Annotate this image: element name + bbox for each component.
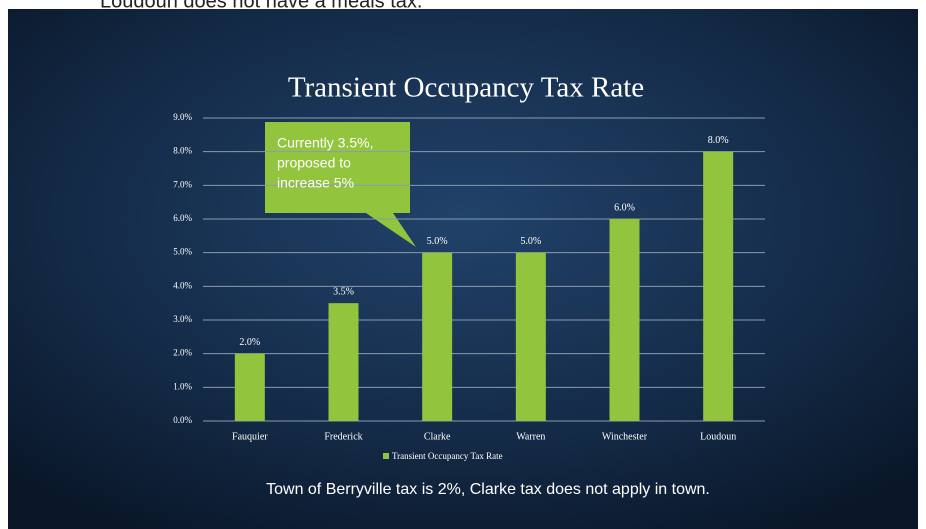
y-tick-label: 4.0% bbox=[173, 280, 192, 290]
slide-background bbox=[8, 9, 918, 529]
bar bbox=[515, 252, 546, 421]
x-tick-label: Clarke bbox=[424, 431, 451, 442]
legend-swatch bbox=[383, 453, 389, 459]
annotation-line: Currently 3.5%, bbox=[277, 135, 373, 151]
y-tick-label: 1.0% bbox=[173, 381, 192, 391]
x-tick-label: Fauquier bbox=[232, 431, 268, 442]
x-tick-label: Winchester bbox=[602, 431, 648, 442]
annotation-line: increase 5% bbox=[277, 175, 354, 191]
y-tick-label: 5.0% bbox=[173, 247, 192, 257]
x-tick-label: Loudoun bbox=[700, 431, 736, 442]
bar bbox=[609, 219, 640, 421]
data-label: 5.0% bbox=[427, 236, 448, 247]
x-tick-label: Warren bbox=[516, 431, 545, 442]
x-tick-label: Frederick bbox=[324, 431, 362, 442]
data-label: 3.5% bbox=[333, 286, 354, 297]
y-tick-label: 8.0% bbox=[173, 146, 192, 156]
y-tick-label: 2.0% bbox=[173, 348, 192, 358]
y-tick-label: 0.0% bbox=[173, 415, 192, 425]
data-label: 2.0% bbox=[239, 337, 260, 348]
annotation-line: proposed to bbox=[277, 155, 351, 171]
data-label: 5.0% bbox=[520, 236, 541, 247]
y-tick-label: 3.0% bbox=[173, 314, 192, 324]
data-label: 6.0% bbox=[614, 202, 635, 213]
bar bbox=[703, 151, 734, 421]
legend-label: Transient Occupancy Tax Rate bbox=[392, 451, 503, 461]
bar bbox=[328, 303, 359, 421]
callout bbox=[265, 122, 416, 247]
footnote: Town of Berryville tax is 2%, Clarke tax… bbox=[266, 481, 710, 498]
y-tick-label: 7.0% bbox=[173, 179, 192, 189]
callout-shape bbox=[265, 122, 416, 247]
data-label: 8.0% bbox=[708, 135, 729, 146]
bar bbox=[234, 353, 265, 421]
chart-title: Transient Occupancy Tax Rate bbox=[288, 72, 644, 104]
y-tick-label: 9.0% bbox=[173, 112, 192, 122]
y-tick-label: 6.0% bbox=[173, 213, 192, 223]
bar bbox=[422, 252, 453, 421]
